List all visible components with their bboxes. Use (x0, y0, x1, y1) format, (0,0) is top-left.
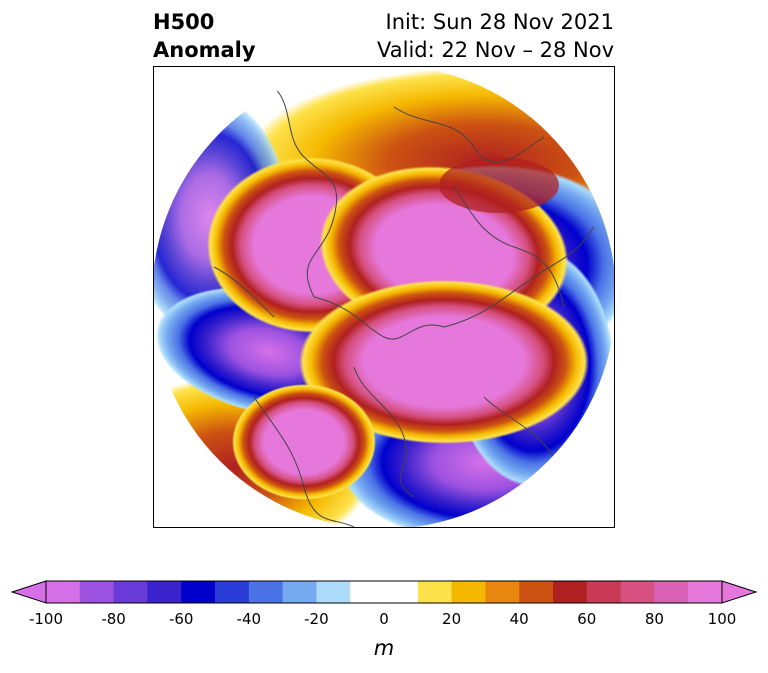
colorbar-tick-label: 40 (509, 610, 529, 628)
colorbar-tick-label: -60 (168, 610, 194, 628)
colorbar-tick-label: 80 (644, 610, 664, 628)
colorbar-segment (147, 581, 182, 603)
map-panel (153, 66, 615, 528)
colorbar-segment (553, 581, 588, 603)
colorbar-segment (316, 581, 351, 603)
colorbar-segment (485, 581, 520, 603)
colorbar-segment (46, 581, 81, 603)
colorbar (10, 580, 758, 604)
anomaly-map (154, 67, 614, 527)
ridge-north-america (232, 384, 376, 500)
colorbar-tick-label: 0 (379, 610, 389, 628)
colorbar-segment (113, 581, 148, 603)
colorbar-segment (586, 581, 622, 603)
colorbar-segment (620, 581, 655, 603)
colorbar-segment (215, 581, 250, 603)
chart-title-right: Init: Sun 28 Nov 2021 Valid: 22 Nov – 28… (377, 8, 614, 64)
init-date: Init: Sun 28 Nov 2021 (385, 10, 614, 34)
colorbar-segment (248, 581, 284, 603)
colorbar-segment (519, 581, 554, 603)
colorbar-tick-label: 20 (442, 610, 462, 628)
colorbar-segment (79, 581, 115, 603)
colorbar-segment (654, 581, 689, 603)
chart-title-left: H500 Anomaly (153, 8, 256, 64)
colorbar-tick-label: 100 (707, 610, 737, 628)
colorbar-tick-label: -100 (28, 610, 64, 628)
colorbar-tick-label: -40 (236, 610, 262, 628)
ridge-russia (299, 280, 589, 444)
colorbar-tick-labels: -100 -80 -60 -40 -20 0 20 40 60 80 100 (0, 610, 768, 632)
ridge-east-siberia (439, 157, 559, 213)
colorbar-segment (282, 581, 317, 603)
colorbar-segment (688, 581, 723, 603)
title-field-type: Anomaly (153, 38, 256, 62)
coastlines (213, 86, 595, 527)
colorbar-outline (45, 580, 723, 604)
colorbar-extend-low (10, 580, 47, 604)
valid-range: Valid: 22 Nov – 28 Nov (377, 38, 614, 62)
colorbar-segment (181, 581, 216, 603)
colorbar-segment (350, 581, 385, 603)
colorbar-segment (417, 581, 453, 603)
colorbar-tick-label: 60 (577, 610, 597, 628)
colorbar-segment (451, 581, 486, 603)
colorbar-unit: m (373, 636, 395, 660)
colorbar-extend-high (721, 580, 758, 604)
colorbar-tick-label: -80 (101, 610, 126, 628)
title-variable: H500 (153, 10, 215, 34)
colorbar-tick-label: -20 (304, 610, 329, 628)
colorbar-segment (384, 581, 419, 603)
